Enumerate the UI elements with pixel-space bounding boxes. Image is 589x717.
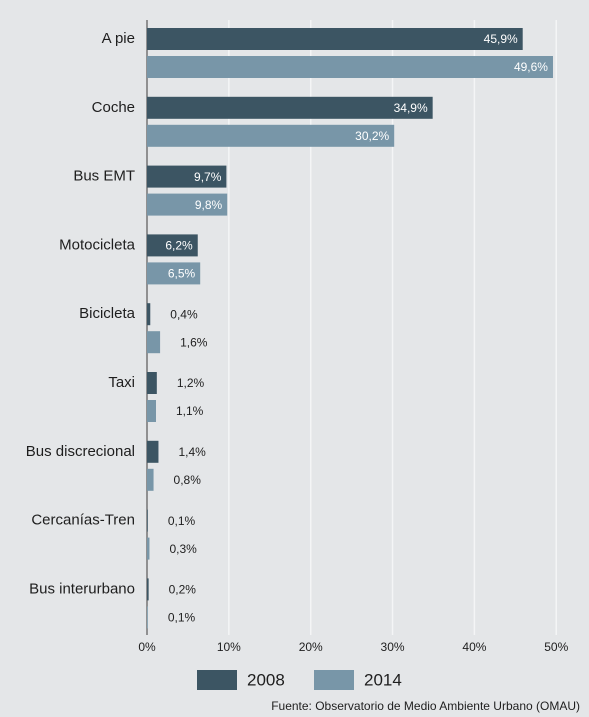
- bar: [147, 165, 227, 188]
- category-label: Bus EMT: [73, 168, 135, 185]
- value-label: 6,2%: [165, 239, 193, 253]
- x-tick-label: 50%: [544, 640, 568, 654]
- value-label: 0,3%: [169, 542, 197, 556]
- value-label: 0,1%: [168, 514, 196, 528]
- legend-label: 2008: [247, 670, 285, 689]
- x-tick-label: 0%: [138, 640, 156, 654]
- category-label: Bicicleta: [79, 305, 136, 322]
- value-label: 0,4%: [170, 307, 198, 321]
- value-label: 9,7%: [194, 170, 222, 184]
- category-label: Cercanías-Tren: [31, 512, 135, 529]
- value-label: 9,8%: [195, 198, 223, 212]
- legend-swatch: [314, 670, 354, 690]
- bar: [147, 606, 148, 629]
- bar: [147, 509, 148, 532]
- value-label: 49,6%: [514, 60, 548, 74]
- bar: [147, 440, 159, 463]
- value-label: 1,4%: [178, 445, 206, 459]
- bar: [147, 28, 523, 50]
- source-note: Fuente: Observatorio de Medio Ambiente U…: [271, 699, 580, 713]
- bar: [147, 234, 198, 257]
- category-label: Taxi: [108, 374, 135, 391]
- bar: [147, 578, 149, 601]
- x-tick-label: 20%: [299, 640, 323, 654]
- bar: [147, 262, 201, 285]
- category-label: Coche: [92, 99, 135, 116]
- category-label: Motocicleta: [59, 236, 136, 253]
- bar: [147, 400, 157, 422]
- bar: [147, 124, 395, 147]
- bar: [147, 56, 553, 78]
- category-label: A pie: [102, 30, 135, 47]
- legend-label: 2014: [364, 670, 402, 689]
- bar: [147, 193, 228, 216]
- value-label: 0,1%: [168, 611, 196, 625]
- value-label: 1,2%: [177, 376, 205, 390]
- value-label: 30,2%: [355, 129, 389, 143]
- bar: [147, 303, 151, 326]
- legend-swatch: [197, 670, 237, 690]
- value-label: 45,9%: [484, 32, 518, 46]
- value-label: 6,5%: [168, 267, 196, 281]
- value-label: 1,6%: [180, 335, 208, 349]
- x-tick-label: 10%: [217, 640, 241, 654]
- bar: [147, 468, 154, 491]
- bar: [147, 537, 150, 560]
- bar: [147, 331, 161, 354]
- value-label: 0,2%: [169, 583, 197, 597]
- bar: [147, 96, 433, 119]
- category-label: Bus interurbano: [29, 580, 135, 597]
- value-label: 34,9%: [394, 101, 428, 115]
- category-label: Bus discrecional: [26, 443, 135, 460]
- x-tick-label: 40%: [462, 640, 486, 654]
- value-label: 0,8%: [174, 473, 202, 487]
- bar: [147, 372, 157, 394]
- value-label: 1,1%: [176, 404, 204, 418]
- x-tick-label: 30%: [381, 640, 405, 654]
